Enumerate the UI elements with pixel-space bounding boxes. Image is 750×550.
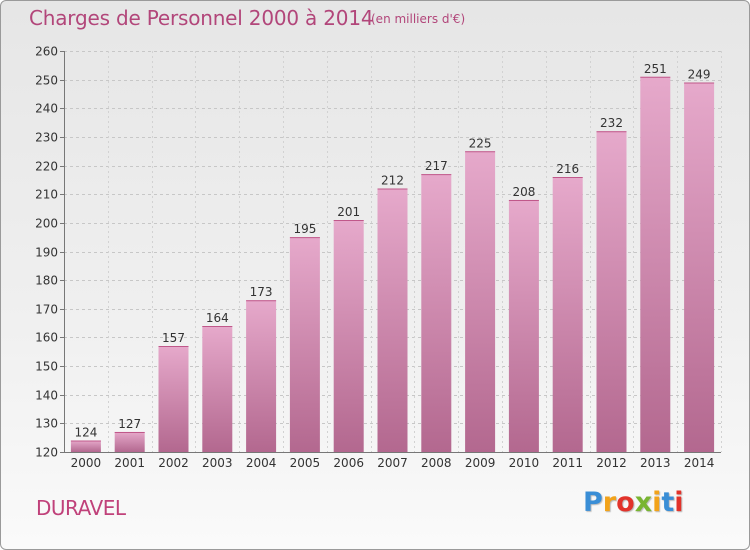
y-tick-label: 150 [35, 360, 58, 374]
data-label: 212 [381, 173, 404, 187]
logo-letter: i [674, 487, 684, 518]
x-tick-label: 2012 [596, 456, 627, 470]
data-label: 216 [556, 162, 579, 176]
bar [158, 346, 189, 452]
y-tick-label: 240 [35, 102, 58, 116]
bar [552, 177, 583, 452]
logo-letter: o [616, 487, 635, 518]
y-tick-label: 200 [35, 217, 58, 231]
data-label: 157 [162, 331, 185, 345]
labels: 120 130 140 150 160 170 180 190 200 210 220 230 240 2… [35, 45, 714, 471]
chart-title: Charges de Personnel 2000 à 2014 [29, 6, 374, 30]
data-label: 127 [118, 417, 141, 431]
y-tick-label: 120 [35, 446, 58, 460]
proxiti-logo[interactable]: Proxiti [583, 487, 684, 518]
x-tick-label: 2002 [158, 456, 189, 470]
bar [465, 151, 496, 453]
x-tick-label: 2001 [114, 456, 145, 470]
bar [289, 237, 320, 452]
logo-letter: t [661, 487, 675, 518]
y-tick-label: 210 [35, 188, 58, 202]
y-tick-label: 140 [35, 389, 58, 403]
y-tick-label: 260 [35, 45, 58, 59]
town-name: DURAVEL [36, 496, 126, 520]
data-label: 201 [337, 205, 360, 219]
x-tick-label: 2009 [465, 456, 496, 470]
x-tick-label: 2004 [246, 456, 277, 470]
bar [202, 326, 233, 452]
y-tick-label: 180 [35, 274, 58, 288]
axes [60, 51, 721, 453]
bar [596, 131, 627, 452]
bar [640, 76, 671, 453]
y-tick-label: 250 [35, 74, 58, 88]
data-label: 251 [644, 62, 667, 76]
x-tick-label: 2008 [421, 456, 452, 470]
y-tick-label: 170 [35, 303, 58, 317]
chart-subtitle: (en milliers d'€) [371, 12, 466, 26]
logo-letter: P [583, 487, 603, 518]
y-tick-label: 230 [35, 131, 58, 145]
data-label: 173 [250, 285, 273, 299]
y-tick-label: 160 [35, 331, 58, 345]
x-tick-label: 2006 [333, 456, 364, 470]
x-tick-label: 2010 [509, 456, 540, 470]
x-tick-label: 2007 [377, 456, 408, 470]
x-tick-label: 2014 [684, 456, 715, 470]
data-label: 249 [688, 68, 711, 82]
bar [246, 300, 277, 452]
logo-letter: i [652, 487, 662, 518]
x-tick-label: 2005 [290, 456, 321, 470]
bar [70, 440, 101, 452]
data-label: 195 [293, 222, 316, 236]
data-label: 217 [425, 159, 448, 173]
y-tick-label: 190 [35, 246, 58, 260]
bar [377, 188, 408, 452]
x-tick-label: 2013 [640, 456, 671, 470]
bar [421, 174, 452, 452]
bar [114, 431, 145, 452]
x-tick-label: 2003 [202, 456, 233, 470]
data-label: 225 [469, 136, 492, 150]
bar [508, 199, 539, 452]
data-label: 232 [600, 116, 623, 130]
data-label: 208 [512, 185, 535, 199]
x-tick-label: 2011 [552, 456, 583, 470]
bar [684, 82, 715, 452]
x-tick-label: 2000 [71, 456, 102, 470]
data-label: 164 [206, 311, 229, 325]
y-tick-label: 220 [35, 160, 58, 174]
logo-letter: x [634, 487, 653, 518]
data-label: 124 [74, 426, 97, 440]
logo-letter: r [602, 487, 617, 518]
y-tick-label: 130 [35, 417, 58, 431]
bar [333, 220, 364, 452]
bars [70, 76, 715, 453]
